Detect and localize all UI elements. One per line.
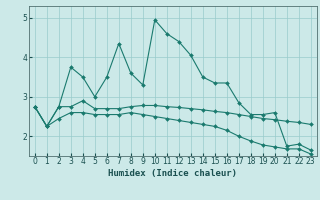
X-axis label: Humidex (Indice chaleur): Humidex (Indice chaleur)	[108, 169, 237, 178]
